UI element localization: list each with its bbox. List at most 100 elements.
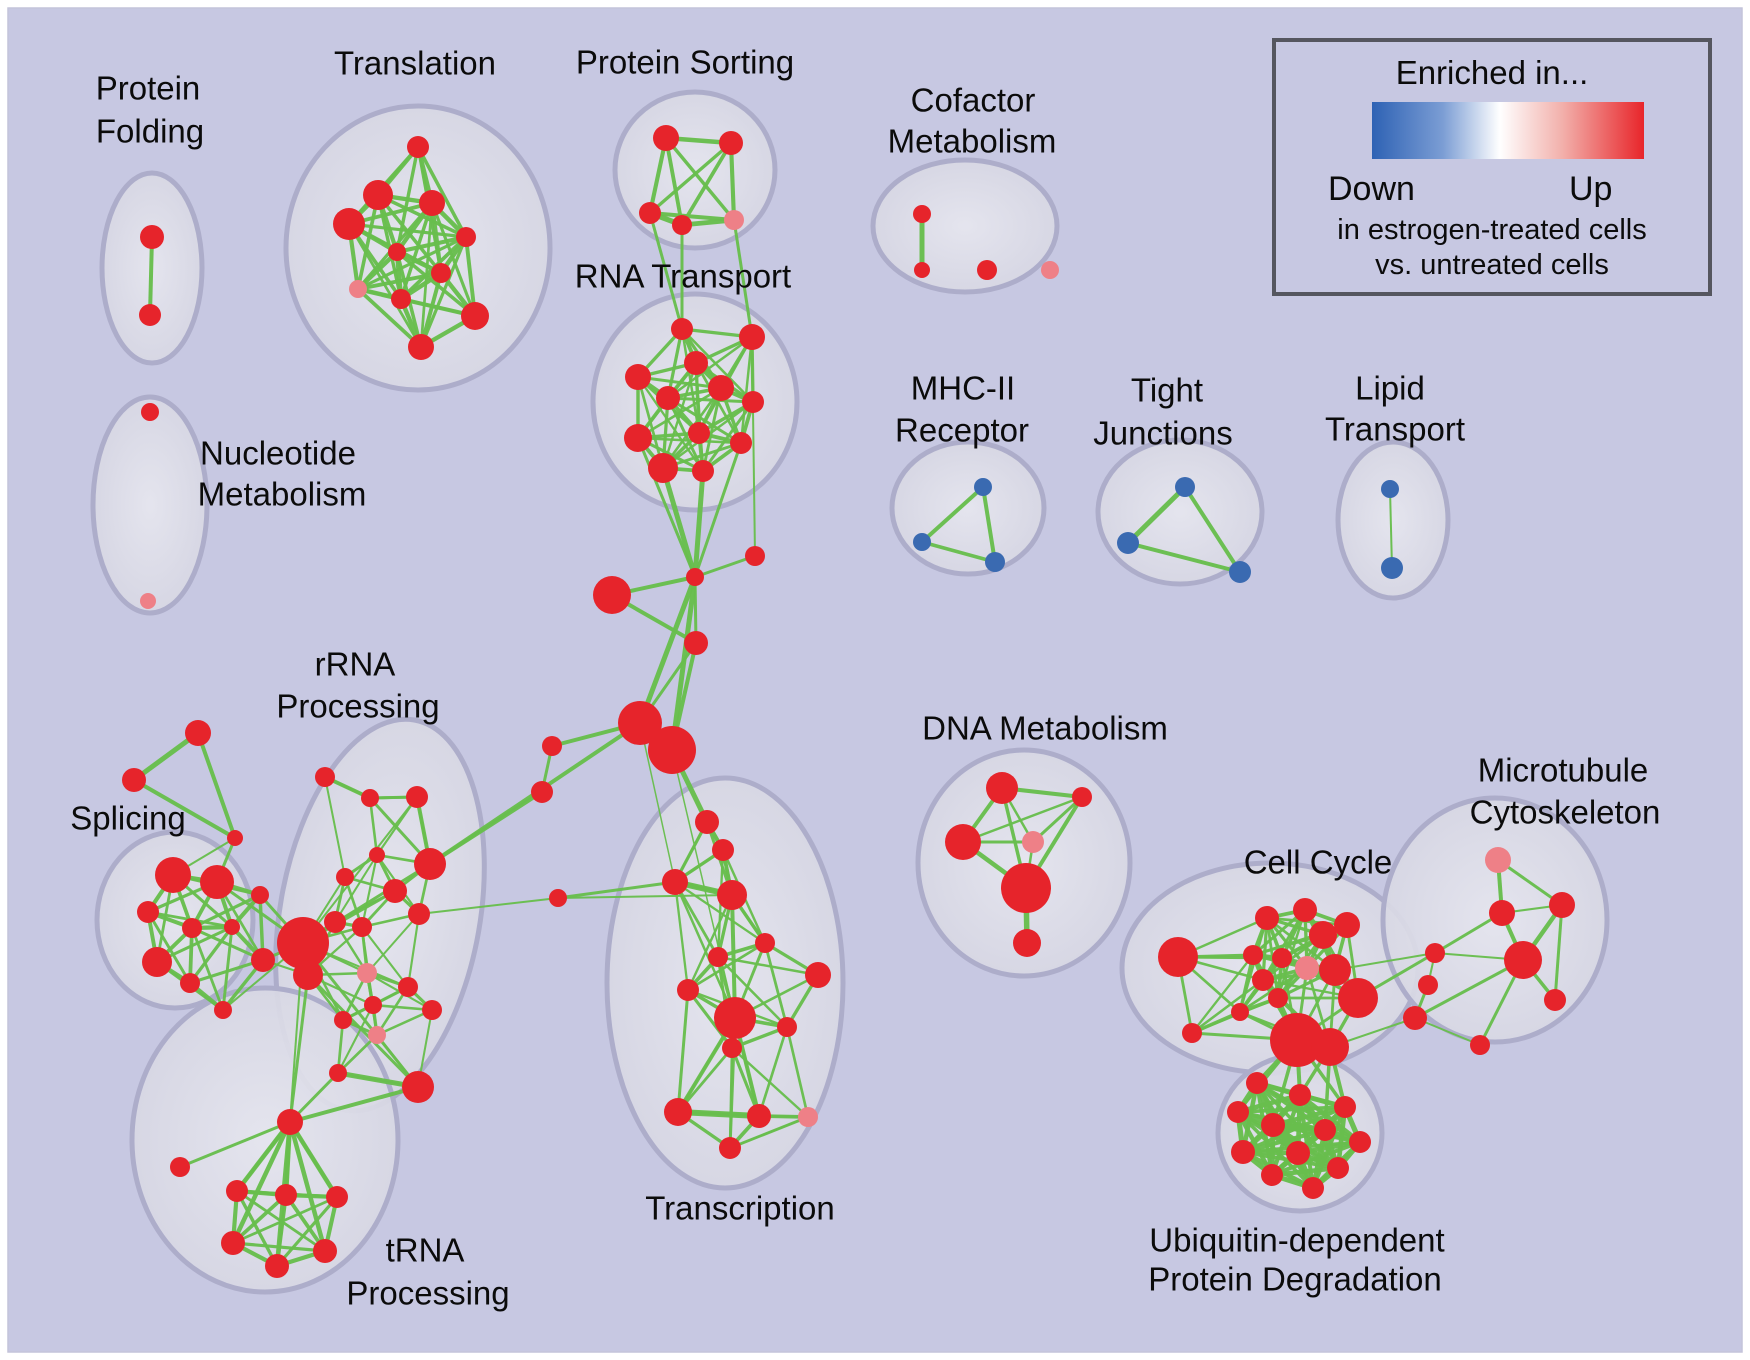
network-edge	[230, 1121, 293, 1244]
cluster-label-protein_folding: Folding	[96, 113, 204, 150]
network-node	[719, 1137, 741, 1159]
network-node	[200, 865, 234, 899]
network-node	[1381, 480, 1399, 498]
network-node	[406, 786, 428, 808]
network-edge	[757, 1026, 789, 1117]
cluster-label-rna_transport: RNA Transport	[575, 258, 791, 295]
network-edge	[673, 881, 690, 991]
cluster-ellipse-cofactor_metabolism	[870, 157, 1060, 295]
network-edge	[301, 942, 420, 1088]
cluster-label-cofactor_metabolism: Cofactor	[911, 82, 1036, 119]
network-node	[326, 1186, 348, 1208]
network-node	[1485, 847, 1511, 873]
cluster-label-translation: Translation	[334, 45, 496, 82]
network-node	[745, 546, 765, 566]
network-node	[708, 375, 734, 401]
network-edge	[337, 1004, 374, 1074]
network-edge	[360, 854, 379, 928]
network-node	[140, 593, 156, 609]
network-node	[1013, 929, 1041, 957]
network-node	[1252, 969, 1274, 991]
network-node	[363, 180, 393, 210]
cluster-label-protein_sorting: Protein Sorting	[576, 44, 794, 81]
network-edge	[191, 893, 261, 930]
network-node	[1309, 921, 1337, 949]
network-node	[1022, 831, 1044, 853]
network-edge	[648, 212, 684, 330]
network-node	[1319, 954, 1351, 986]
network-edge	[1434, 911, 1503, 955]
network-edge	[694, 554, 756, 579]
network-edge	[288, 1120, 339, 1199]
legend-title: Enriched in...	[1395, 54, 1589, 91]
network-node	[361, 789, 379, 807]
network-node	[1270, 1013, 1324, 1067]
network-node	[913, 205, 931, 223]
legend-up-label: Up	[1569, 170, 1613, 208]
network-node	[1334, 1096, 1356, 1118]
network-edge	[649, 211, 735, 222]
network-node	[730, 432, 752, 454]
network-node	[1314, 1119, 1336, 1141]
network-node	[688, 422, 710, 444]
network-node	[722, 1038, 742, 1058]
network-node	[431, 263, 451, 283]
cluster-ellipse-tight_junctions	[1095, 437, 1265, 587]
network-node	[1338, 978, 1378, 1018]
network-edge	[664, 137, 684, 226]
network-node	[913, 533, 931, 551]
network-edge	[356, 287, 423, 349]
network-node	[408, 334, 434, 360]
network-node	[719, 131, 743, 155]
cluster-label-lipid_transport: Lipid	[1355, 370, 1425, 407]
network-edge	[701, 387, 723, 472]
network-node	[1293, 898, 1317, 922]
network-node	[402, 1071, 434, 1103]
network-node	[277, 1109, 303, 1135]
network-node	[383, 879, 407, 903]
network-node	[155, 857, 191, 893]
legend-caption-line1: in estrogen-treated cells	[1337, 214, 1647, 246]
network-node	[275, 1184, 297, 1206]
network-edge	[674, 881, 766, 944]
network-edge	[235, 1190, 279, 1267]
network-edge	[664, 136, 736, 222]
network-edge	[676, 989, 690, 1113]
network-node	[531, 781, 553, 803]
network-edge	[146, 911, 192, 984]
network-edge	[671, 749, 736, 1019]
network-edge	[368, 797, 379, 856]
network-edge	[637, 376, 704, 472]
network-node	[1255, 906, 1279, 930]
network-edge	[729, 1116, 809, 1149]
network-node	[1117, 532, 1139, 554]
network-edge	[179, 1120, 291, 1169]
network-node	[214, 1001, 232, 1019]
network-edge	[1271, 1165, 1339, 1178]
network-node	[677, 979, 699, 1001]
network-edge	[981, 486, 997, 563]
network-edge	[1031, 795, 1084, 844]
network-node	[227, 830, 243, 846]
network-edge	[191, 926, 264, 962]
network-node	[315, 767, 335, 787]
network-edge	[673, 881, 720, 958]
network-node	[185, 720, 211, 746]
network-node	[653, 125, 679, 151]
network-edge	[1191, 954, 1254, 1034]
network-node	[1041, 261, 1059, 279]
network-edge	[648, 141, 733, 215]
network-node	[974, 478, 992, 496]
network-edge	[557, 880, 676, 900]
network-edge	[418, 897, 559, 915]
cluster-label-rrna_processing: rRNA	[315, 646, 396, 683]
network-node	[1158, 937, 1198, 977]
network-node	[724, 210, 744, 230]
network-node	[407, 136, 429, 158]
network-node	[664, 1098, 692, 1126]
network-edge	[324, 776, 346, 878]
network-edge	[396, 235, 467, 254]
network-edge	[673, 881, 737, 1019]
network-node	[656, 386, 680, 410]
network-node	[805, 962, 831, 988]
